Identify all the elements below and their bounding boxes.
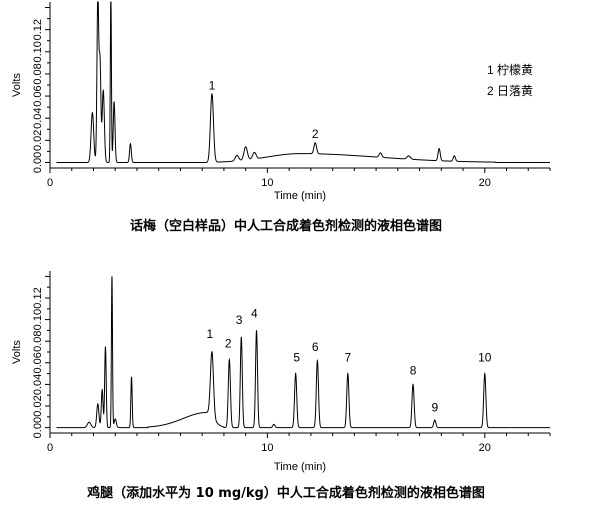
peak-label: 7 bbox=[344, 351, 351, 365]
peak-label: 5 bbox=[293, 351, 300, 365]
peak-label: 2 bbox=[312, 127, 319, 141]
x-tick-label: 0 bbox=[47, 177, 53, 189]
chart-caption: 话梅（空白样品）中人工合成着色剂检测的液相色谱图 bbox=[130, 218, 442, 234]
peak-label: 3 bbox=[236, 313, 243, 327]
y-axis-label: Volts bbox=[11, 73, 23, 97]
x-axis-label: Time (min) bbox=[274, 190, 326, 202]
y-axis-label: Volts bbox=[11, 340, 23, 364]
y-tick-label: 0.02 bbox=[32, 395, 44, 416]
x-tick-label: 10 bbox=[261, 442, 273, 454]
y-tick-label: 0.04 bbox=[32, 107, 44, 128]
x-tick-label: 20 bbox=[479, 442, 491, 454]
chromatogram-chicken-leg: 0 10 20 0.000.020.040.060.080.100.12 Time (m… bbox=[11, 271, 551, 501]
legend-entry: 1 柠檬黄 bbox=[487, 62, 533, 77]
peak-label: 6 bbox=[312, 340, 319, 354]
y-tick-label: 0.08 bbox=[32, 63, 44, 84]
chromatogram-trace bbox=[56, 276, 511, 429]
y-tick-label: 0.06 bbox=[32, 85, 44, 106]
peak-label: 1 bbox=[206, 327, 213, 341]
x-axis-label: Time (min) bbox=[274, 461, 326, 473]
y-tick-label: 0.10 bbox=[32, 309, 44, 330]
x-tick-label: 20 bbox=[479, 177, 491, 189]
chromatogram-huamei: 0 10 20 0.000.02 0.040.060.080.100.12 Time (m… bbox=[11, 1, 551, 234]
chromatogram-trace bbox=[56, 1, 511, 163]
peak-label: 1 bbox=[209, 78, 216, 92]
x-tick-label: 0 bbox=[47, 442, 53, 454]
chart-caption: 鸡腿（添加水平为 10 mg/kg）中人工合成着色剂检测的液相色谱图 bbox=[86, 485, 485, 501]
y-tick-label: 0.12 bbox=[32, 19, 44, 40]
y-tick-label: 0.06 bbox=[32, 352, 44, 373]
y-tick-label: 0.12 bbox=[32, 287, 44, 308]
legend-entry: 2 日落黄 bbox=[487, 84, 533, 98]
peak-label: 8 bbox=[410, 364, 417, 378]
y-tick-label: 0.10 bbox=[32, 41, 44, 62]
peak-label: 2 bbox=[225, 337, 232, 351]
y-tick-label: 0.00 bbox=[32, 417, 44, 438]
peak-label: 10 bbox=[478, 351, 492, 365]
y-tick-label: 0.00 bbox=[32, 152, 44, 173]
y-tick-label: 0.08 bbox=[32, 330, 44, 351]
peak-label: 4 bbox=[251, 306, 258, 320]
peak-label: 9 bbox=[431, 400, 438, 414]
x-tick-label: 10 bbox=[261, 177, 273, 189]
y-tick-label: 0.04 bbox=[32, 374, 44, 395]
y-tick-label: 0.02 bbox=[32, 130, 44, 151]
